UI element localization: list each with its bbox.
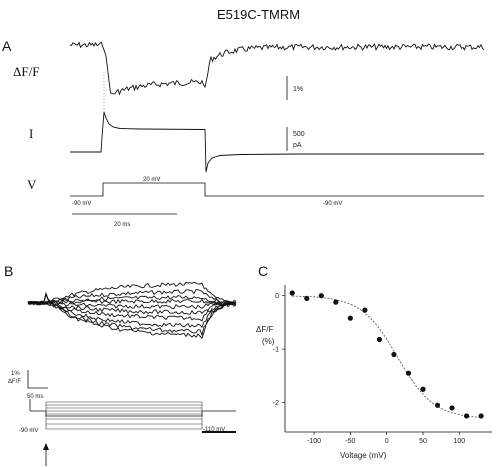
figure-title: E519C-TMRM xyxy=(217,7,300,22)
data-point xyxy=(362,307,368,313)
fluorescence-trace-1 xyxy=(27,281,237,305)
data-point xyxy=(420,386,426,392)
fluorescence-trace-10 xyxy=(27,293,237,339)
current-trace xyxy=(70,111,484,173)
panel-c-letter: C xyxy=(258,263,268,279)
fluorescence-trace xyxy=(69,41,485,96)
current-scale-unit: pA xyxy=(293,142,302,149)
fit-curve xyxy=(292,295,480,418)
fluorescence-trace-5 xyxy=(27,300,237,310)
voltage-step-label: 20 mV xyxy=(143,177,160,183)
fluorescence-trace-9 xyxy=(27,291,237,337)
data-point xyxy=(391,351,397,358)
y-tick-label: -2 xyxy=(273,400,279,407)
panel-c: C ΔF/F (%) Voltage (mV) -100 -50 0 50 1000-1… xyxy=(256,263,492,460)
data-point xyxy=(289,290,295,296)
fluorescence-trace-6 xyxy=(27,300,237,315)
y-tick-label: 0 xyxy=(275,293,279,300)
data-point xyxy=(405,370,412,376)
fluorescence-trace-4 xyxy=(27,298,237,306)
iv-chart: -100 -50 0 50 100 0 -1 -2 xyxy=(273,285,492,445)
c-xlabel: Voltage (mV) xyxy=(340,451,387,460)
voltage-protocol xyxy=(70,182,484,197)
time-scale-label: 20 ms xyxy=(114,222,130,228)
panel-b-letter: B xyxy=(4,263,13,279)
panel-b: B 1% ΔF/F 50 ms -90 mV -110 mV xyxy=(4,263,237,466)
panel-b-scale-unit: ΔF/F xyxy=(8,379,21,385)
data-point xyxy=(434,402,441,408)
panel-a-letter: A xyxy=(2,38,12,54)
x-tick-label: -100 xyxy=(307,438,321,445)
row-label-voltage: V xyxy=(27,177,37,192)
data-point xyxy=(449,405,455,411)
data-point xyxy=(304,295,310,301)
voltage-holding-right: -90 mV xyxy=(323,201,342,207)
c-ylabel-line2: (%) xyxy=(262,337,275,346)
data-point xyxy=(333,299,339,305)
fluorescence-traces xyxy=(27,281,237,339)
row-label-fluorescence: ΔF/F xyxy=(13,64,39,79)
fluorescence-trace-3 xyxy=(27,295,237,306)
panel-a: A ΔF/F I V 1% 500 pA -90 mV 20 mV -90 mV… xyxy=(2,38,485,228)
arrow-icon xyxy=(43,443,49,450)
x-tick-label: -50 xyxy=(345,438,355,445)
data-point xyxy=(318,293,324,299)
data-point xyxy=(463,413,470,419)
fluorescence-trace-2 xyxy=(27,289,237,306)
panel-b-scale-bar xyxy=(27,370,48,389)
y-tick-label: -1 xyxy=(273,347,279,354)
voltage-family-protocol xyxy=(29,399,236,433)
x-tick-label: 50 xyxy=(419,438,427,445)
panel-b-scale-value: 1% xyxy=(11,371,20,377)
row-label-current: I xyxy=(29,126,33,141)
panel-b-time-label: 50 ms xyxy=(27,394,43,400)
data-point xyxy=(347,315,353,321)
c-ylabel-line1: ΔF/F xyxy=(256,325,273,334)
data-point xyxy=(478,413,484,419)
data-point xyxy=(376,336,383,343)
current-scale-value: 500 xyxy=(293,131,305,138)
x-tick-label: 100 xyxy=(453,438,465,445)
x-tick-label: 0 xyxy=(385,438,389,445)
protocol-step-label: -110 mV xyxy=(203,427,225,433)
fluorescence-scale-label: 1% xyxy=(293,86,303,93)
protocol-holding-label: -90 mV xyxy=(19,428,38,434)
fluorescence-trace-8 xyxy=(27,292,236,329)
voltage-holding-left: -90 mV xyxy=(72,201,91,207)
